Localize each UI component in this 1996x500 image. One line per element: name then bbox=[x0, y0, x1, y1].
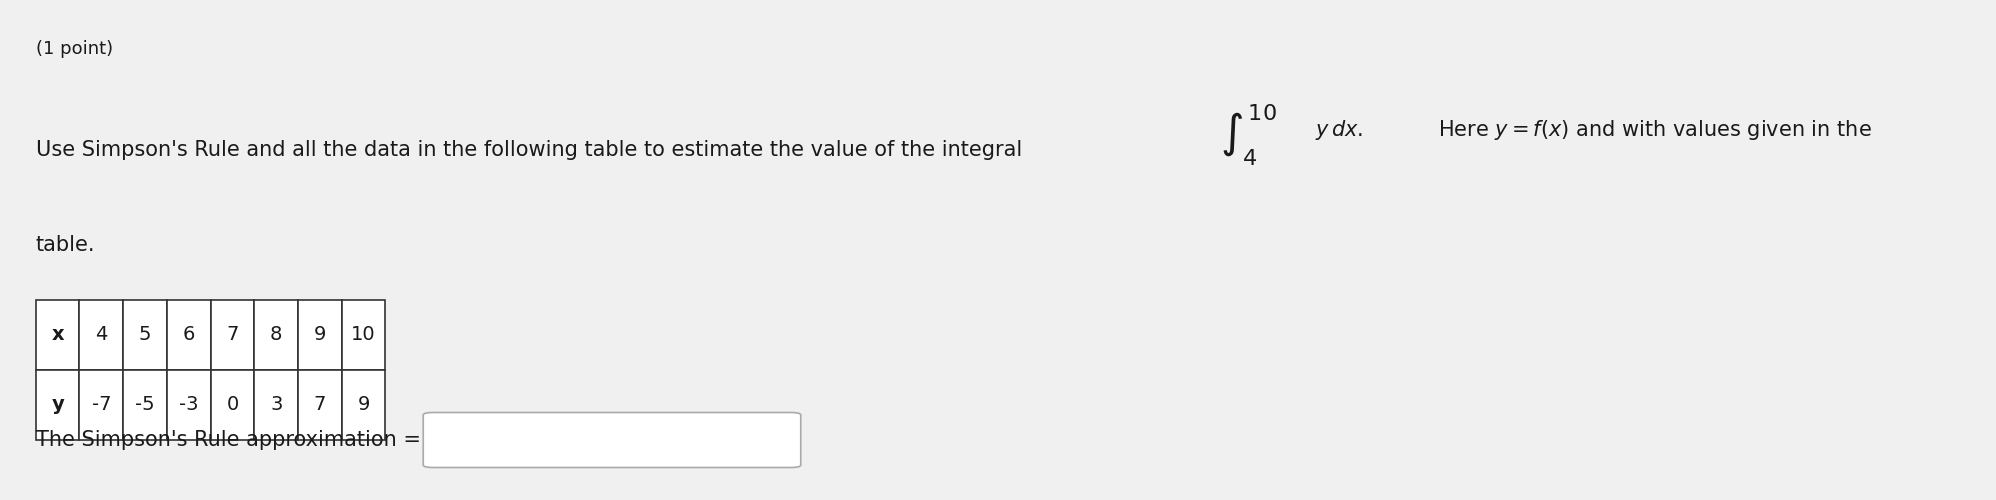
Bar bbox=[36, 370, 80, 440]
Text: -7: -7 bbox=[92, 396, 112, 414]
Bar bbox=[124, 300, 168, 370]
Text: 7: 7 bbox=[313, 396, 325, 414]
Text: 4: 4 bbox=[96, 326, 108, 344]
Bar bbox=[253, 300, 297, 370]
Text: The Simpson's Rule approximation =: The Simpson's Rule approximation = bbox=[36, 430, 421, 450]
Bar bbox=[168, 370, 212, 440]
Text: y: y bbox=[52, 396, 64, 414]
Text: 8: 8 bbox=[269, 326, 281, 344]
Text: 3: 3 bbox=[269, 396, 281, 414]
Bar bbox=[124, 370, 168, 440]
Text: $\int_{4}^{10}$: $\int_{4}^{10}$ bbox=[1220, 102, 1277, 168]
Text: Use Simpson's Rule and all the data in the following table to estimate the value: Use Simpson's Rule and all the data in t… bbox=[36, 140, 1022, 160]
Bar bbox=[253, 370, 297, 440]
Bar bbox=[341, 300, 385, 370]
Text: 6: 6 bbox=[182, 326, 196, 344]
Text: -5: -5 bbox=[136, 396, 156, 414]
Bar bbox=[297, 300, 341, 370]
Bar bbox=[297, 370, 341, 440]
Text: Here $y = f(x)$ and with values given in the: Here $y = f(x)$ and with values given in… bbox=[1425, 118, 1872, 142]
Bar bbox=[80, 370, 124, 440]
Text: -3: -3 bbox=[180, 396, 198, 414]
Text: 5: 5 bbox=[140, 326, 152, 344]
Bar bbox=[212, 370, 253, 440]
Bar bbox=[168, 300, 212, 370]
Text: 9: 9 bbox=[313, 326, 325, 344]
Text: (1 point): (1 point) bbox=[36, 40, 114, 58]
Text: 0: 0 bbox=[226, 396, 240, 414]
Text: 7: 7 bbox=[226, 326, 240, 344]
Text: 10: 10 bbox=[351, 326, 375, 344]
Bar bbox=[212, 300, 253, 370]
Bar bbox=[80, 300, 124, 370]
Text: x: x bbox=[52, 326, 64, 344]
Text: 9: 9 bbox=[357, 396, 369, 414]
Bar bbox=[341, 370, 385, 440]
Text: $y\,dx.$: $y\,dx.$ bbox=[1315, 118, 1363, 142]
Bar bbox=[36, 300, 80, 370]
FancyBboxPatch shape bbox=[423, 412, 800, 468]
Text: table.: table. bbox=[36, 235, 96, 255]
